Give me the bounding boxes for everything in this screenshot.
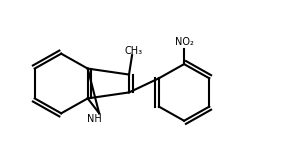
Text: NH: NH: [87, 114, 102, 124]
Text: NO₂: NO₂: [175, 37, 193, 47]
Text: CH₃: CH₃: [125, 46, 143, 56]
